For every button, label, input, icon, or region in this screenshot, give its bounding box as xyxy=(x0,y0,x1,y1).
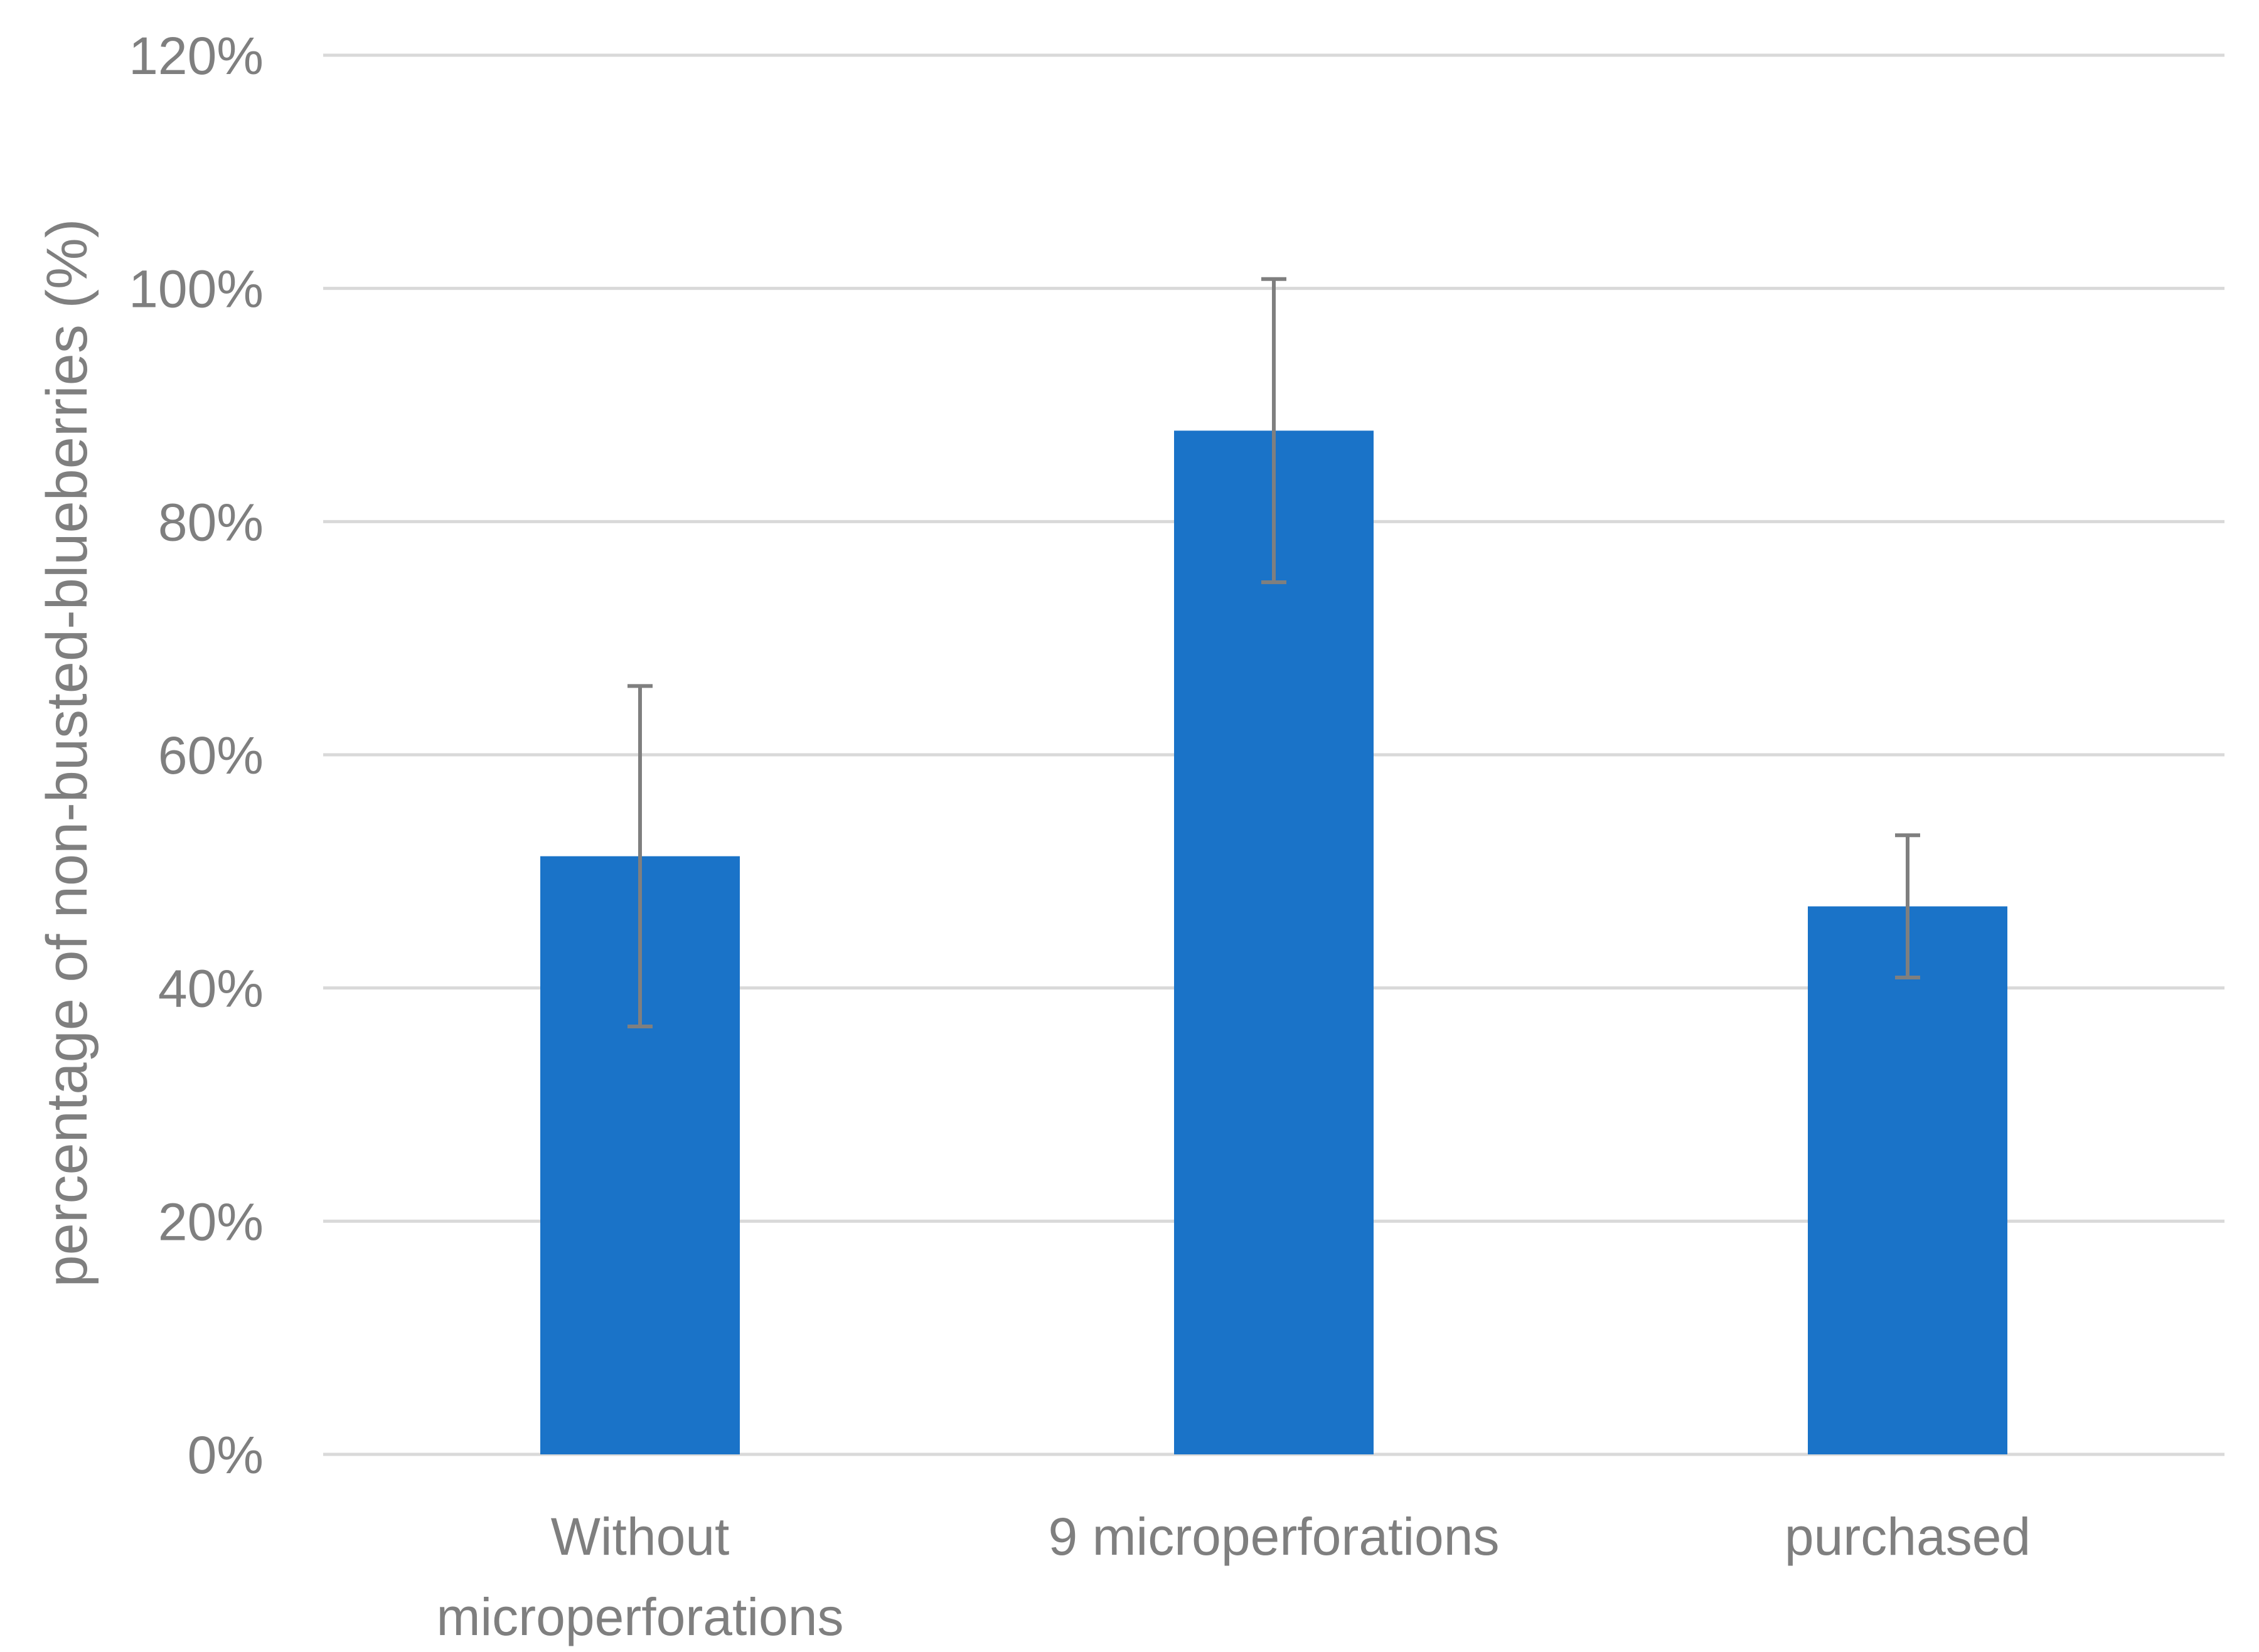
error-bar-0 xyxy=(628,684,653,1028)
y-axis-title: percentage of non-busted-blueberries (%) xyxy=(35,219,99,1287)
y-tick-label-80: 80% xyxy=(158,493,264,552)
y-tick-label-60: 60% xyxy=(158,726,264,785)
category-label-2-0: purchased xyxy=(1785,1507,2031,1566)
bar-1 xyxy=(1174,430,1374,1455)
y-tick-label-20: 20% xyxy=(158,1192,264,1251)
category-labels: Without microperforations 9 microperforati… xyxy=(437,1507,2031,1646)
error-bar-2 xyxy=(1895,833,1920,979)
y-tick-label-100: 100% xyxy=(129,260,264,319)
category-label-0-0: Without xyxy=(551,1507,730,1566)
error-bars xyxy=(628,277,1920,1028)
error-bar-1 xyxy=(1261,277,1286,584)
y-tick-labels: 0% 20% 40% 60% 80% 100% 120% xyxy=(129,26,264,1484)
bar-2 xyxy=(1808,906,2007,1454)
y-tick-label-0: 0% xyxy=(188,1426,264,1484)
bars xyxy=(540,430,2007,1455)
category-label-1-0: 9 microperforations xyxy=(1049,1507,1500,1566)
y-tick-label-120: 120% xyxy=(129,26,264,85)
category-label-0-1: microperforations xyxy=(437,1587,844,1646)
y-tick-label-40: 40% xyxy=(158,959,264,1018)
